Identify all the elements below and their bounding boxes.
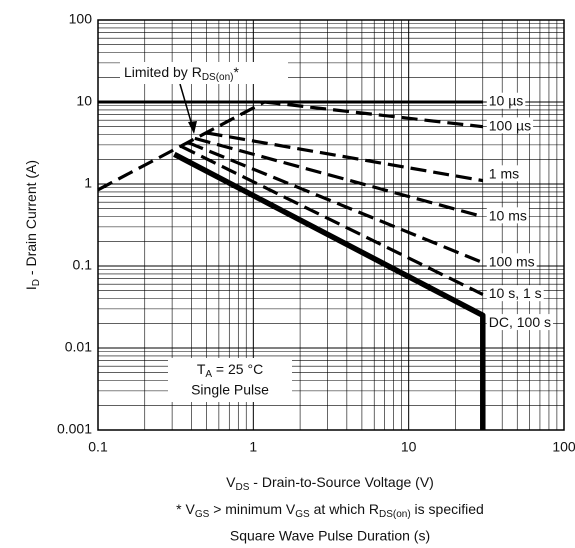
x-axis-label: VDS - Drain-to-Source Voltage (V) bbox=[226, 474, 434, 493]
series-line bbox=[194, 136, 484, 219]
annotation-bg bbox=[120, 62, 288, 84]
series-label: 1 ms bbox=[489, 165, 519, 181]
conditions-bg bbox=[168, 358, 292, 402]
series-label-bg bbox=[486, 285, 544, 302]
series-label-bg bbox=[486, 165, 522, 182]
caption: Square Wave Pulse Duration (s) bbox=[230, 528, 430, 544]
series-line bbox=[206, 131, 484, 183]
plot-frame bbox=[97, 19, 565, 431]
annotation-limit: Limited by RDS(on)* bbox=[124, 64, 240, 83]
series-label: 100 µs bbox=[489, 117, 531, 133]
series-label-bg bbox=[486, 253, 537, 270]
y-tick-label: 100 bbox=[69, 11, 93, 27]
y-tick-label: 0.001 bbox=[57, 421, 92, 437]
lines bbox=[97, 100, 486, 430]
x-tick-label: 10 bbox=[401, 439, 417, 455]
arrow-head bbox=[188, 121, 197, 134]
series-label: 10 ms bbox=[489, 207, 527, 223]
y-axis-label: ID - Drain Current (A) bbox=[23, 160, 42, 290]
annotation-temp: TA = 25 °C bbox=[197, 361, 263, 380]
series-label-bg bbox=[486, 314, 554, 331]
series-label: 100 ms bbox=[489, 253, 535, 269]
footnote: * VGS > minimum VGS at which RDS(on) is … bbox=[176, 501, 484, 520]
series-label-bg bbox=[486, 117, 534, 134]
y-tick-label: 10 bbox=[76, 93, 92, 109]
series-label-bg bbox=[486, 207, 529, 224]
series-line bbox=[264, 100, 483, 129]
y-tick-label: 1 bbox=[84, 175, 92, 191]
y-tick-label: 0.1 bbox=[73, 257, 93, 273]
series-line bbox=[179, 144, 484, 296]
series-label-bg bbox=[486, 92, 526, 109]
series-line bbox=[187, 141, 484, 265]
series-line bbox=[173, 151, 486, 430]
series-label: DC, 100 s bbox=[489, 314, 551, 330]
annotation-pulse: Single Pulse bbox=[191, 382, 269, 398]
grid bbox=[97, 19, 565, 431]
x-tick-label: 0.1 bbox=[88, 439, 108, 455]
series-label: 10 s, 1 s bbox=[489, 285, 542, 301]
x-tick-label: 1 bbox=[249, 439, 257, 455]
series-label: 10 µs bbox=[489, 93, 524, 109]
y-tick-label: 0.01 bbox=[65, 339, 92, 355]
x-tick-label: 100 bbox=[552, 439, 575, 455]
